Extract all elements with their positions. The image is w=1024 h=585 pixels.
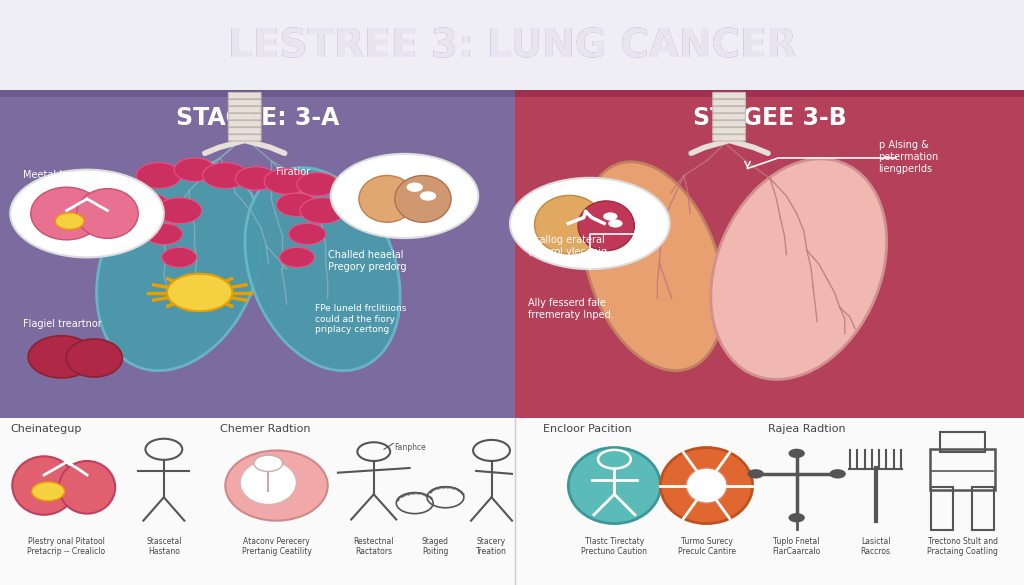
Ellipse shape: [660, 448, 753, 524]
Circle shape: [162, 247, 197, 267]
FancyBboxPatch shape: [228, 135, 261, 141]
Ellipse shape: [59, 461, 115, 514]
FancyBboxPatch shape: [228, 106, 261, 113]
Circle shape: [157, 198, 202, 223]
Circle shape: [136, 163, 181, 188]
Text: STAGEE 3-B: STAGEE 3-B: [693, 106, 847, 130]
FancyBboxPatch shape: [228, 92, 261, 99]
Text: Plestry onal Pitatool
Pretacrip -- Crealiclo: Plestry onal Pitatool Pretacrip -- Creal…: [28, 537, 105, 556]
Ellipse shape: [711, 159, 887, 380]
Circle shape: [748, 469, 764, 479]
Ellipse shape: [31, 187, 102, 240]
FancyBboxPatch shape: [713, 113, 745, 120]
Ellipse shape: [28, 336, 94, 378]
FancyBboxPatch shape: [515, 94, 1024, 418]
Ellipse shape: [535, 195, 604, 254]
Ellipse shape: [394, 176, 451, 222]
Circle shape: [254, 455, 283, 472]
Circle shape: [276, 193, 317, 216]
Text: FPe luneld frclitiions
could ad the fiory
priplacy certong: FPe luneld frclitiions could ad the fior…: [315, 304, 407, 334]
Circle shape: [788, 449, 805, 458]
Text: Tlastc Tirectaty
Prectuno Caution: Tlastc Tirectaty Prectuno Caution: [582, 537, 647, 556]
Text: Chemer Radtion: Chemer Radtion: [220, 424, 310, 434]
Text: LESTREE 3: LUNG CANCER: LESTREE 3: LUNG CANCER: [227, 27, 797, 65]
Text: Firatior: Firatior: [276, 167, 310, 177]
Circle shape: [300, 198, 345, 223]
Circle shape: [10, 170, 164, 257]
Text: Ally fesserd fale
frremeraty Inped.: Ally fesserd fale frremeraty Inped.: [528, 298, 614, 320]
FancyBboxPatch shape: [713, 128, 745, 134]
Circle shape: [788, 513, 805, 522]
Text: STAGEE: 3-A: STAGEE: 3-A: [176, 106, 340, 130]
FancyBboxPatch shape: [713, 121, 745, 127]
Text: Flagiel treartnor: Flagiel treartnor: [23, 319, 101, 329]
Circle shape: [510, 178, 670, 269]
Text: Meetal Impure: Meetal Impure: [23, 170, 93, 180]
Circle shape: [603, 212, 617, 221]
Circle shape: [420, 191, 436, 201]
Ellipse shape: [225, 450, 328, 521]
Circle shape: [264, 168, 309, 194]
Ellipse shape: [578, 201, 634, 250]
Text: LESTREE 3: LUNG CANCER: LESTREE 3: LUNG CANCER: [227, 27, 797, 65]
FancyBboxPatch shape: [0, 418, 1024, 585]
FancyBboxPatch shape: [515, 90, 1024, 97]
Circle shape: [289, 223, 326, 245]
Ellipse shape: [686, 468, 727, 503]
FancyBboxPatch shape: [228, 99, 261, 106]
Circle shape: [174, 158, 215, 181]
Text: Restectnal
Ractators: Restectnal Ractators: [353, 537, 394, 556]
Ellipse shape: [66, 339, 123, 377]
Circle shape: [203, 163, 248, 188]
Circle shape: [608, 219, 623, 228]
Text: LESTREE 3: LUNG CANCER: LESTREE 3: LUNG CANCER: [227, 27, 797, 65]
Text: Turmo Surecy
Preculc Cantire: Turmo Surecy Preculc Cantire: [678, 537, 735, 556]
Text: Scallog erateral
(Iregrol ylecenig: Scallog erateral (Iregrol ylecenig: [528, 235, 607, 257]
Ellipse shape: [240, 461, 297, 504]
Ellipse shape: [96, 161, 262, 371]
FancyBboxPatch shape: [713, 99, 745, 106]
Text: Stascetal
Hastano: Stascetal Hastano: [146, 537, 181, 556]
FancyBboxPatch shape: [0, 0, 1024, 94]
Circle shape: [331, 154, 478, 238]
Text: Ataconv Perecery
Prertanig Ceatility: Ataconv Perecery Prertanig Ceatility: [242, 537, 311, 556]
Text: LESTREE 3: LUNG CANCER: LESTREE 3: LUNG CANCER: [227, 27, 797, 65]
Ellipse shape: [245, 167, 400, 371]
FancyBboxPatch shape: [228, 128, 261, 134]
FancyBboxPatch shape: [713, 106, 745, 113]
Ellipse shape: [568, 448, 660, 524]
FancyBboxPatch shape: [0, 94, 515, 418]
Text: Lasictal
Raccros: Lasictal Raccros: [860, 537, 891, 556]
Circle shape: [297, 173, 338, 196]
Circle shape: [145, 223, 182, 245]
FancyBboxPatch shape: [228, 113, 261, 120]
Text: Staged
Poiting: Staged Poiting: [422, 537, 449, 556]
Circle shape: [280, 247, 314, 267]
Circle shape: [236, 167, 276, 190]
Circle shape: [167, 274, 232, 311]
Circle shape: [32, 482, 65, 501]
Text: p Alsing &
petermation
liengperlds: p Alsing & petermation liengperlds: [879, 140, 939, 174]
Ellipse shape: [358, 176, 416, 222]
Text: Cheinategup: Cheinategup: [10, 424, 82, 434]
FancyBboxPatch shape: [713, 92, 745, 99]
Ellipse shape: [583, 162, 724, 370]
Circle shape: [55, 213, 84, 229]
FancyBboxPatch shape: [713, 135, 745, 141]
FancyBboxPatch shape: [0, 90, 515, 97]
Text: Rajea Radtion: Rajea Radtion: [768, 424, 846, 434]
Circle shape: [407, 183, 423, 192]
Circle shape: [128, 193, 169, 216]
Ellipse shape: [77, 188, 138, 239]
Text: Challed heaelal
Pregory predorg: Challed heaelal Pregory predorg: [328, 250, 407, 272]
Text: Encloor Pacition: Encloor Pacition: [543, 424, 632, 434]
Text: Stacery
Treation: Stacery Treation: [476, 537, 507, 556]
Text: Fanphce: Fanphce: [394, 443, 426, 452]
FancyBboxPatch shape: [228, 121, 261, 127]
Circle shape: [829, 469, 846, 479]
Text: Tuplo Fnetal
FlarCaarcalo: Tuplo Fnetal FlarCaarcalo: [772, 537, 821, 556]
Text: Trectono Stult and
Practaing Coatling: Trectono Stult and Practaing Coatling: [927, 537, 998, 556]
Ellipse shape: [12, 456, 76, 515]
